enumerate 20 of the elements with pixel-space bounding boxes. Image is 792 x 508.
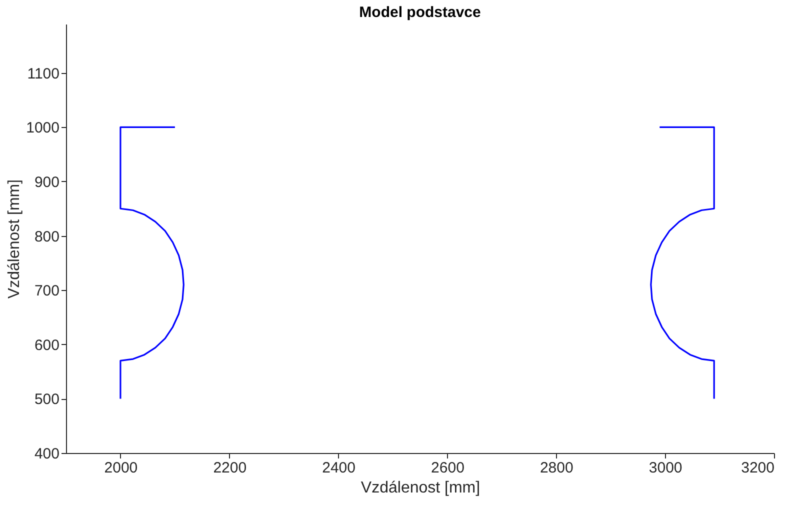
y-tick-label: 600 (34, 336, 60, 354)
x-tick-label: 3200 (741, 460, 774, 476)
y-tick-label: 400 (34, 446, 60, 462)
x-tick-label: 3000 (648, 460, 682, 476)
y-axis-title: Vzdálenost [mm] (6, 179, 24, 299)
x-tick-label: 2000 (104, 460, 138, 476)
y-tick-label: 800 (34, 228, 60, 246)
y-tick-label: 700 (34, 282, 60, 300)
x-tick-label: 2200 (213, 460, 247, 476)
chart-title: Model podstavce (359, 4, 481, 21)
x-axis-title: Vzdálenost [mm] (360, 480, 480, 496)
line-series (120, 126, 184, 400)
y-tick-label: 1000 (26, 120, 60, 137)
y-tick-label: 900 (34, 174, 60, 191)
y-tick-label: 500 (34, 391, 60, 408)
y-tick-label: 1100 (27, 65, 60, 82)
x-tick-label: 2400 (322, 460, 356, 476)
x-tick-label: 2800 (540, 460, 574, 476)
line-series (650, 126, 715, 400)
x-tick-label: 2600 (431, 460, 464, 476)
